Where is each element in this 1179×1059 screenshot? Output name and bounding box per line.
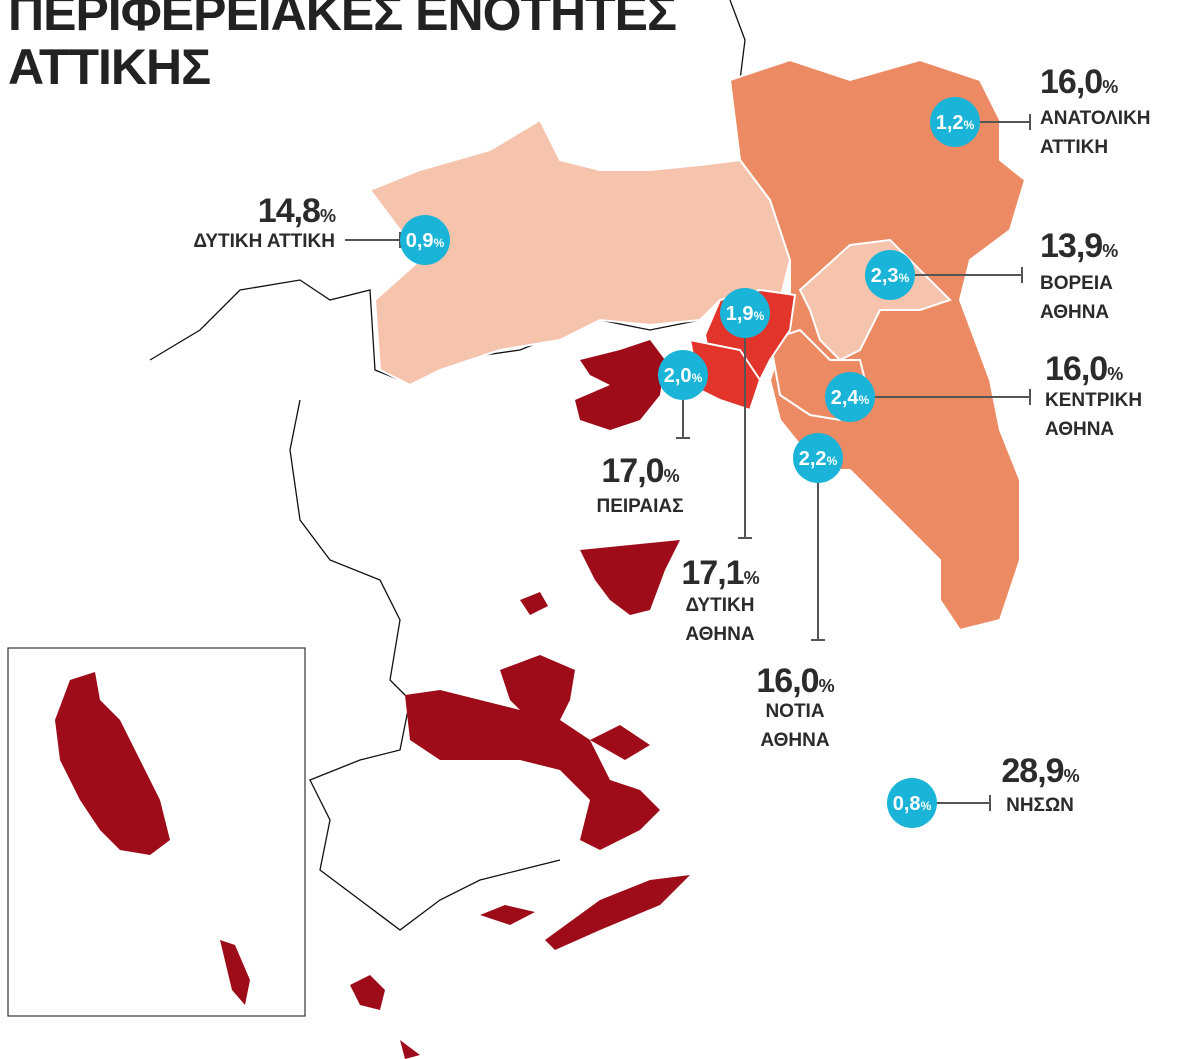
share-unit: % (320, 206, 336, 226)
bubble-unit: % (434, 236, 445, 250)
region-name: ΒΟΡΕΙΑ (1040, 273, 1113, 294)
bubble-unit: % (899, 271, 910, 285)
bubble-label: 1,2% (936, 112, 975, 134)
share-value: 28,9 (1001, 752, 1063, 790)
share-value: 13,9 (1040, 227, 1102, 265)
region-name: ΝΟΤΙΑ (765, 701, 824, 722)
bubble-label: 2,3% (871, 265, 910, 287)
share-value: 17,0 (601, 452, 663, 490)
share-unit: % (744, 568, 760, 588)
region-name: ΑΝΑΤΟΛΙΚΗ (1040, 108, 1151, 129)
bubble-unit: % (964, 118, 975, 132)
bubble-unit: % (827, 454, 838, 468)
region-name: ΑΘΗΝΑ (760, 730, 829, 751)
bubble-label: 0,9% (406, 230, 445, 252)
bubble-value: 1,9 (726, 303, 754, 325)
title-line: ΑΤΤΙΚΗΣ (8, 39, 210, 95)
region-name: ΔΥΤΙΚΗ (686, 595, 755, 616)
share: 16,0% (1045, 350, 1123, 388)
bubble (658, 350, 708, 400)
share-unit: % (1102, 241, 1118, 261)
region-label: 13,9% ΒΟΡΕΙΑ ΑΘΗΝΑ 2,3% (865, 227, 1119, 323)
map-shapes (7, 0, 1027, 1059)
bubble-label: 1,9% (726, 303, 765, 325)
region-name: ΑΘΗΝΑ (685, 624, 754, 645)
region-name: ΠΕΙΡΑΙΑΣ (596, 496, 683, 517)
island (545, 875, 690, 950)
share-unit: % (1102, 77, 1118, 97)
region-name: ΔΥΤΙΚΗ ΑΤΤΙΚΗ (193, 231, 335, 252)
region-name: ΑΘΗΝΑ (1045, 419, 1114, 440)
share: 17,1% (681, 554, 759, 592)
share-unit: % (664, 466, 680, 486)
island (590, 725, 650, 760)
region-name: ΑΘΗΝΑ (1040, 302, 1109, 323)
island (480, 905, 535, 925)
share-unit: % (819, 676, 835, 696)
bubble (887, 778, 937, 828)
share-value: 16,0 (1040, 63, 1102, 101)
inset-island (55, 672, 170, 855)
region-name: ΝΗΣΩΝ (1006, 795, 1074, 816)
share-value: 16,0 (1045, 350, 1107, 388)
bubble-value: 2,4 (831, 387, 860, 409)
share: 17,0% (601, 452, 679, 490)
region-label: 17,1% ΔΥΤΙΚΗ ΑΘΗΝΑ 1,9% (681, 288, 770, 645)
island (520, 592, 548, 615)
island (400, 1040, 420, 1059)
share-unit: % (1107, 364, 1123, 384)
bubble-label: 2,4% (831, 387, 870, 409)
bubble-unit: % (754, 309, 765, 323)
region-label: 14,8%ΔΥΤΙΚΗ ΑΤΤΙΚΗ 0,9% (193, 192, 450, 265)
bubble-value: 0,8 (893, 793, 921, 815)
title-line: ΠΕΡΙΦΕΡΕΙΑΚΕΣ ΕΝΟΤΗΤΕΣ (8, 0, 676, 41)
bubble-unit: % (692, 371, 703, 385)
bubble (930, 97, 980, 147)
bubble-label: 2,0% (664, 365, 703, 387)
island (580, 540, 680, 615)
share: 16,0% (756, 662, 834, 700)
share: 13,9% (1040, 227, 1118, 265)
bubble-value: 2,2 (799, 448, 827, 470)
bubble-value: 0,9 (406, 230, 434, 252)
share: 14,8% (258, 192, 336, 230)
island (350, 975, 385, 1010)
share-value: 14,8 (258, 192, 320, 230)
bubble (400, 215, 450, 265)
bubble-unit: % (859, 393, 870, 407)
bubble (793, 433, 843, 483)
bubble-label: 2,2% (799, 448, 838, 470)
share-value: 17,1 (681, 554, 743, 592)
east-attica (728, 58, 1027, 632)
bubble (865, 250, 915, 300)
bubble (825, 372, 875, 422)
region-name: ΑΤΤΙΚΗ (1040, 137, 1108, 158)
bubble-label: 0,8% (893, 793, 932, 815)
bubble-value: 1,2 (936, 112, 964, 134)
share: 16,0% (1040, 63, 1118, 101)
region-name: ΚΕΝΤΡΙΚΗ (1045, 390, 1142, 411)
share: 28,9% (1001, 752, 1079, 790)
island (500, 655, 575, 730)
island (575, 340, 665, 430)
region-label: 16,0% ΑΝΑΤΟΛΙΚΗ ΑΤΤΙΚΗ 1,2% (930, 63, 1151, 158)
region-label: 28,9% ΝΗΣΩΝ 0,8% (887, 752, 1081, 828)
bubble-value: 2,3 (871, 265, 899, 287)
bubble-unit: % (921, 799, 932, 813)
islands (350, 340, 690, 1059)
share-unit: % (1064, 766, 1080, 786)
island (405, 690, 660, 850)
bubble (720, 288, 770, 338)
bubble-value: 2,0 (664, 365, 692, 387)
inset-island (220, 940, 250, 1005)
share-value: 16,0 (756, 662, 818, 700)
region-label: 17,0% ΠΕΙΡΑΙΑΣ 2,0% (596, 350, 708, 517)
